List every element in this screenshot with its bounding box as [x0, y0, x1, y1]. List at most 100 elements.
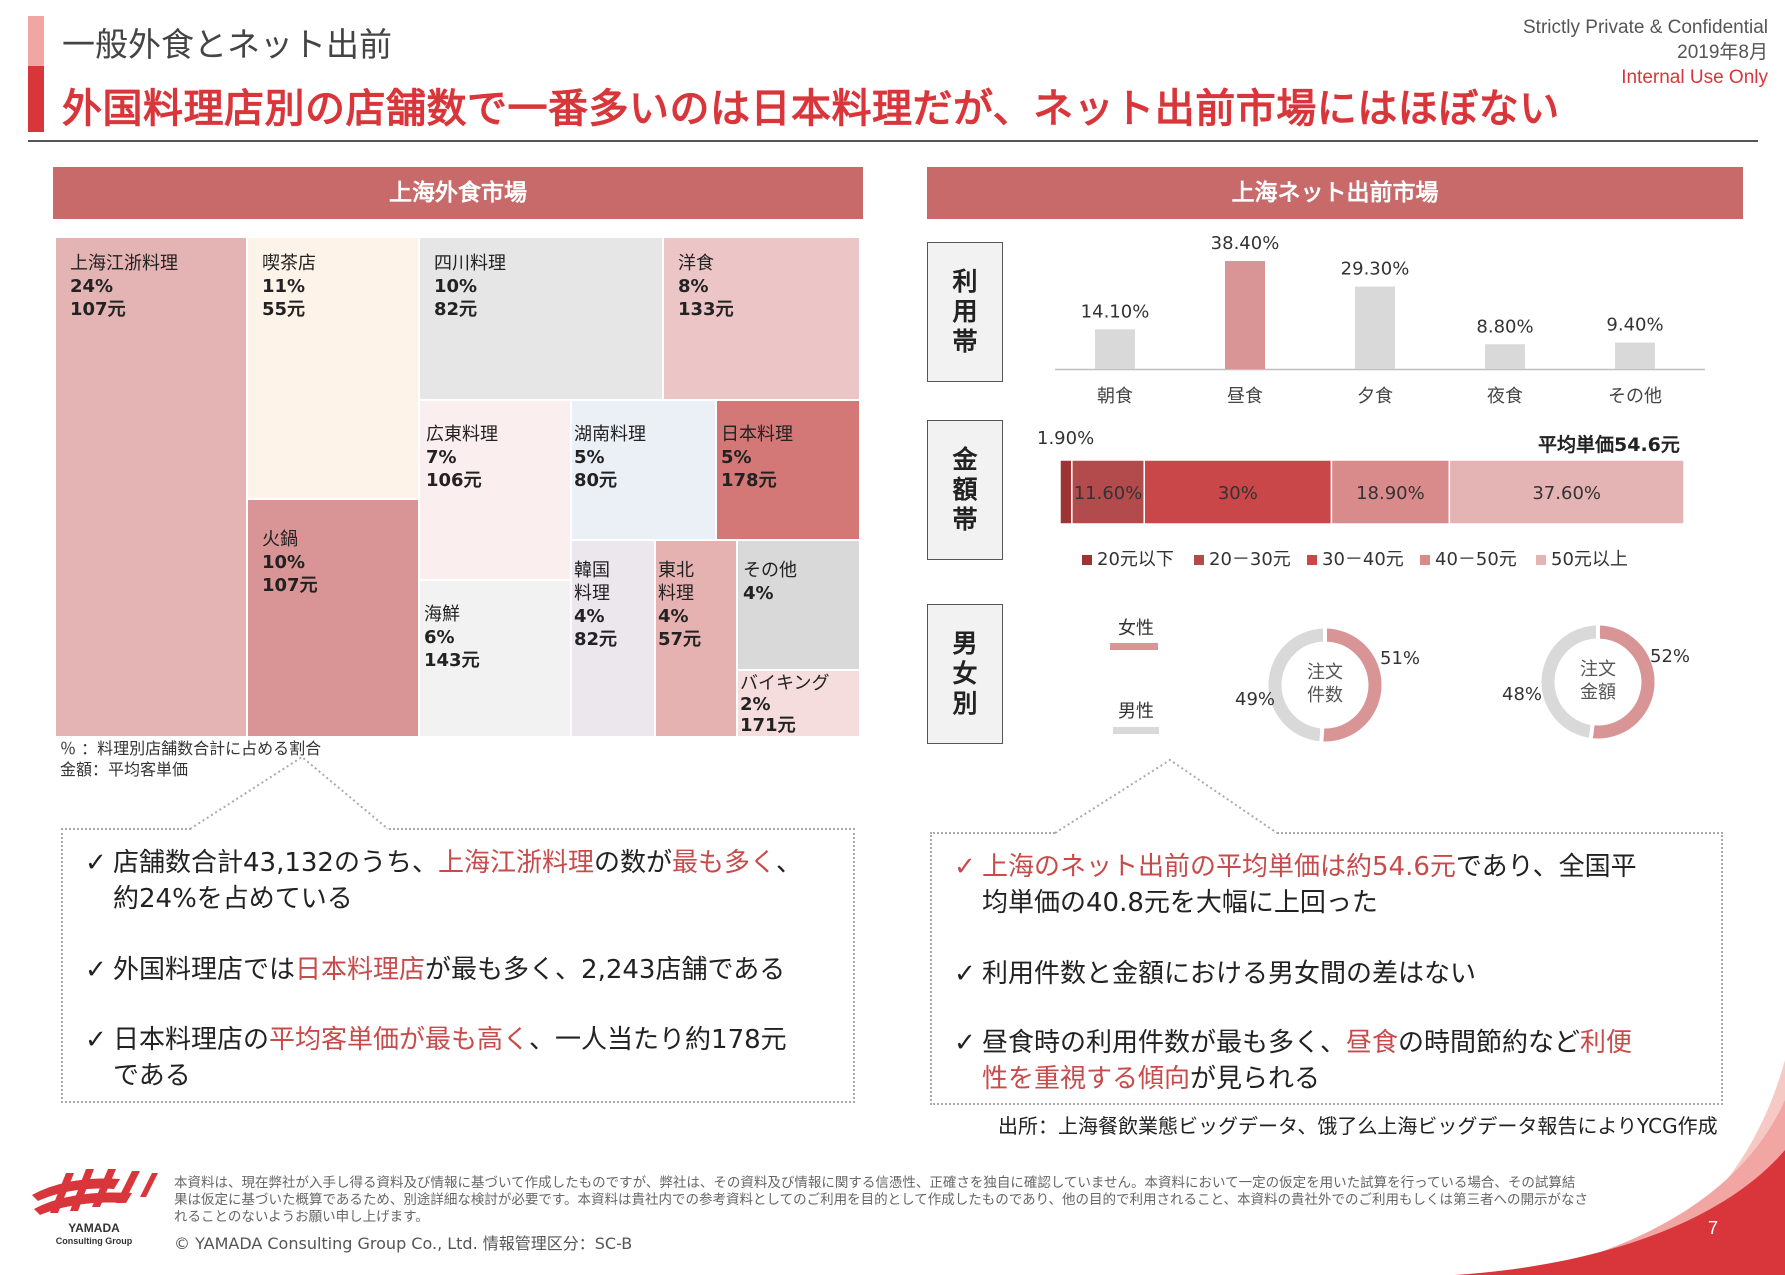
- check-icon: ✓: [954, 852, 976, 882]
- note-percent: ％ ：料理別店舗数合計に占める割合: [60, 739, 322, 758]
- check-icon: ✓: [85, 1025, 107, 1055]
- legend-male-swatch: [1113, 727, 1159, 734]
- donut-order-count: 注文 件数: [1265, 625, 1385, 745]
- amount-legend-item: 30－40元: [1307, 545, 1404, 571]
- donut-order-count-male-pct: 49%: [1235, 689, 1276, 710]
- title-accent-light: [28, 16, 44, 66]
- average-price-label: 平均単価54.6元: [1538, 434, 1680, 456]
- left-bullet-1: ✓ 店舗数合計43,132のうち、上海江浙料理の数が最も多く、 約24%を占めて…: [85, 845, 843, 917]
- usage-bar: [1615, 342, 1655, 369]
- copyright: © YAMADA Consulting Group Co., Ltd. 情報管理…: [174, 1234, 633, 1253]
- internal-label: Internal Use Only: [1621, 67, 1768, 88]
- amount-segment: [1448, 459, 1685, 525]
- date-label: 2019年8月: [1677, 42, 1768, 63]
- right-callout: [930, 832, 1723, 1105]
- amount-legend-item: 40－50元: [1420, 545, 1517, 571]
- usage-bar: [1225, 261, 1265, 369]
- amount-segment-label: 30%: [1218, 483, 1258, 504]
- treemap-cell-hotpot: 火鍋 10% 107元: [247, 499, 419, 737]
- usage-category-label: 夜食: [1487, 386, 1523, 407]
- amount-legend-swatch: [1420, 555, 1430, 565]
- amount-stacked-bar: 11.60% 30% 18.90% 37.60%: [1060, 459, 1685, 525]
- left-callout: [61, 828, 855, 1103]
- usage-bar-value: 14.10%: [1081, 301, 1150, 322]
- donut-order-amount-male-pct: 48%: [1502, 684, 1543, 705]
- source-note: 出所：上海餐飲業態ビッグデータ、饿了么上海ビッグデータ報告によりYCG作成: [998, 1114, 1718, 1138]
- amount-legend-label: 30－40元: [1322, 549, 1404, 570]
- legend-female-label: 女性: [1118, 618, 1154, 639]
- legend-male-label: 男性: [1118, 701, 1154, 722]
- amount-legend-label: 50元以上: [1551, 549, 1628, 570]
- usage-category-label: 夕食: [1357, 386, 1393, 407]
- section-subtitle: 一般外食とネット出前: [62, 25, 392, 64]
- row-label-gender: 男女別: [927, 604, 1003, 744]
- left-bullet-3: ✓ 日本料理店の平均客単価が最も高く、一人当たり約178元 である: [85, 1022, 843, 1094]
- check-icon: ✓: [954, 959, 976, 989]
- amount-legend-item: 20元以下: [1082, 545, 1174, 571]
- donut-order-amount: 注文 金額: [1538, 622, 1658, 742]
- treemap: 上海江浙料理 24% 107元 喫茶店 11% 55元 四川料理 10% 82元…: [55, 237, 860, 737]
- donut-gap: [1319, 726, 1325, 744]
- right-bullet-1: ✓ 上海のネット出前の平均単価は約54.6元であり、全国平 均単価の40.8元を…: [954, 849, 1717, 921]
- donut-order-amount-female-pct: 52%: [1650, 646, 1691, 667]
- check-icon: ✓: [85, 848, 107, 878]
- usage-bar-value: 38.40%: [1211, 233, 1280, 254]
- amount-legend-swatch: [1307, 555, 1317, 565]
- confidential-label: Strictly Private & Confidential: [1523, 17, 1768, 38]
- treemap-cell-cantonese: 広東料理 7% 106元: [419, 400, 571, 580]
- donut-order-amount-label: 注文 金額: [1580, 659, 1616, 703]
- amount-legend: 20元以下 20－30元 30－40元 40－50元 50元以上: [1082, 545, 1702, 571]
- amount-segment-label: 37.60%: [1532, 483, 1601, 504]
- disclaimer: 本資料は、現在弊社が入手し得る資料及び情報に基づいて作成したものですが、弊社は、…: [174, 1175, 1588, 1225]
- amount-segment: [1071, 459, 1145, 525]
- treemap-cell-shanghai: 上海江浙料理 24% 107元: [55, 237, 247, 737]
- amount-legend-label: 20－30元: [1209, 549, 1291, 570]
- usage-category-label: 朝食: [1097, 386, 1133, 407]
- usage-bar-chart: 14.10% 朝食 38.40% 昼食 29.30% 夕食 8.80% 夜食 9.40% その他: [1055, 233, 1705, 407]
- right-bullet-3: ✓ 昼食時の利用件数が最も多く、昼食の時間節約など利便 性を重視する傾向が見られ…: [954, 1025, 1717, 1097]
- usage-bar: [1095, 329, 1135, 369]
- amount-legend-item: 20－30元: [1194, 545, 1291, 571]
- check-icon: ✓: [954, 1028, 976, 1058]
- page-title: 外国料理店別の店舗数で一番多いのは日本料理だが、ネット出前市場にはほぼない: [62, 86, 1560, 132]
- amount-legend-swatch: [1082, 555, 1092, 565]
- amount-legend-label: 20元以下: [1097, 549, 1174, 570]
- treemap-cell-korean: 韓国 料理 4% 82元: [571, 540, 655, 737]
- amount-legend-item: 50元以上: [1536, 545, 1628, 571]
- title-accent-dark: [28, 66, 44, 132]
- right-bullet-2: ✓ 利用件数と金額における男女間の差はない: [954, 956, 1717, 992]
- amount-legend-swatch: [1536, 555, 1546, 565]
- amount-segment-label: 11.60%: [1074, 483, 1143, 504]
- yamada-logo-mark: [32, 1169, 158, 1215]
- usage-category-label: その他: [1608, 386, 1662, 407]
- treemap-cell-western: 洋食 8% 133元: [663, 237, 860, 400]
- usage-bar: [1355, 286, 1395, 369]
- yamada-logo-text: YAMADA Consulting Group: [55, 1221, 133, 1247]
- row-label-usage: 利用帯: [927, 242, 1003, 382]
- left-bullet-2: ✓ 外国料理店では日本料理店が最も多く、2,243店舗である: [85, 952, 843, 988]
- amount-first-segment-label: 1.90%: [1037, 428, 1095, 449]
- confidential-block: Strictly Private & Confidential 2019年8月 …: [1523, 15, 1768, 90]
- usage-category-label: 昼食: [1227, 386, 1263, 407]
- amount-segment-label: 18.90%: [1356, 483, 1425, 504]
- corner-swoosh: [1455, 1060, 1785, 1275]
- amount-legend-swatch: [1194, 555, 1204, 565]
- donut-gap: [1588, 723, 1595, 740]
- donut-order-amount-ring: [1541, 624, 1655, 740]
- treemap-cell-cafe: 喫茶店 11% 55元: [247, 237, 419, 499]
- page-number: 7: [1708, 1218, 1719, 1238]
- right-callout-pointer: [1055, 758, 1278, 834]
- amount-segment: [1330, 459, 1451, 525]
- amount-legend-label: 40－50元: [1435, 549, 1517, 570]
- treemap-cell-other: その他 4%: [737, 540, 860, 670]
- donut-order-count-label: 注文 件数: [1307, 662, 1343, 706]
- usage-bar-value: 9.40%: [1606, 315, 1663, 336]
- donut-order-count-female-pct: 51%: [1380, 648, 1421, 669]
- treemap-cell-buffet: バイキング 2% 171元: [737, 670, 860, 737]
- left-callout-pointer: [190, 755, 389, 830]
- row-label-amount: 金額帯: [927, 420, 1003, 560]
- donut-order-count-ring: [1268, 627, 1382, 744]
- legend-female-swatch: [1110, 643, 1158, 650]
- treemap-cell-japanese: 日本料理 5% 178元: [716, 400, 860, 540]
- treemap-cell-seafood: 海鮮 6% 143元: [419, 580, 571, 737]
